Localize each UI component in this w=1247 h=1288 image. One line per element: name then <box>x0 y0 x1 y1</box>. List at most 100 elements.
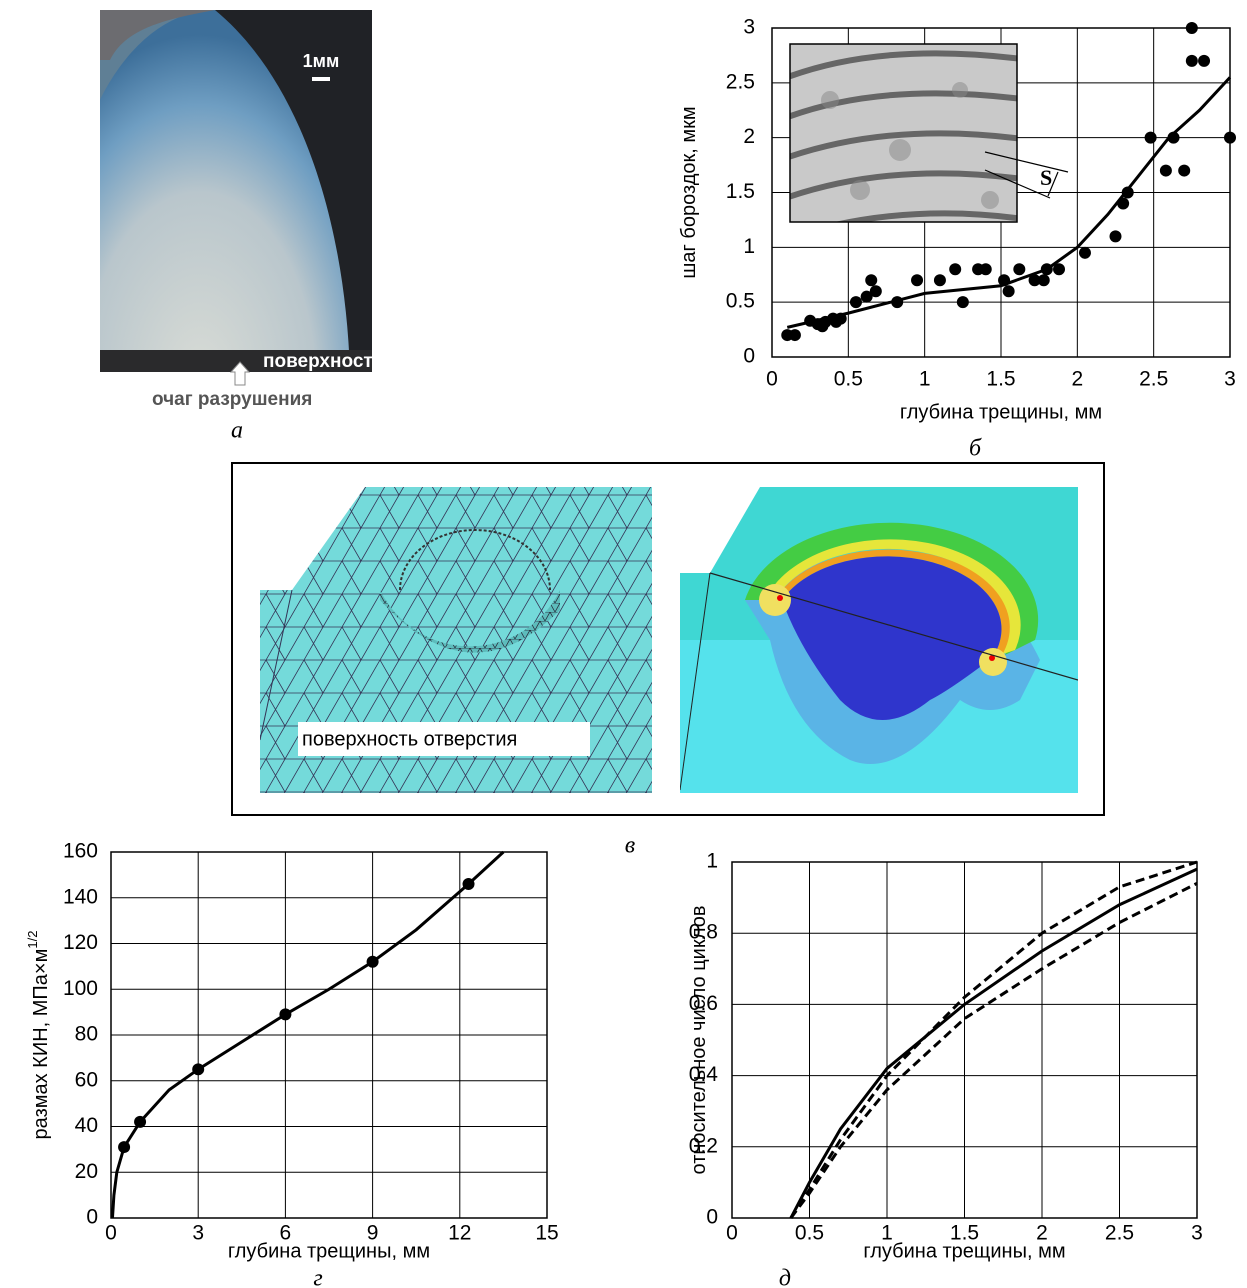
y-tick-label: 0 <box>706 1206 718 1229</box>
x-tick-label: 0.5 <box>795 1222 824 1245</box>
x-tick-label: 1 <box>919 368 931 391</box>
caption: в <box>625 833 635 859</box>
y-tick-label: 0.5 <box>726 290 755 313</box>
x-axis-title: глубина трещины, мм <box>900 401 1102 423</box>
line <box>789 860 1198 1219</box>
line <box>110 850 505 1219</box>
y-axis-title-text: шаг бороздок, мкм <box>678 106 700 278</box>
y-tick-label: 0.6 <box>689 992 718 1015</box>
point <box>1198 54 1211 67</box>
y-tick-label: 1.5 <box>726 180 755 203</box>
plot-frame <box>731 861 1198 1219</box>
label-box <box>298 722 590 756</box>
x-tick-label: 1 <box>881 1222 893 1245</box>
y-axis-title: шаг бороздок, мкм <box>678 106 700 278</box>
scale-label: 1мм <box>303 51 340 71</box>
y-axis-title-text: относительное число циклов <box>688 906 710 1175</box>
y-tick-label: 40 <box>75 1114 98 1137</box>
line <box>789 882 1198 1219</box>
inset-photo: S <box>789 43 1069 223</box>
y-axis-title: относительное число циклов <box>688 906 710 1175</box>
point <box>956 296 969 309</box>
point <box>911 274 924 287</box>
y-tick-label: 2.5 <box>726 70 755 93</box>
x-tick-label: 6 <box>280 1222 292 1245</box>
point <box>933 274 946 287</box>
point <box>134 1115 147 1128</box>
x-tick-label: 0.5 <box>834 368 863 391</box>
y-tick-label: 20 <box>75 1160 98 1183</box>
y-axis-title-sup: 1/2 <box>25 931 40 949</box>
point <box>1185 22 1198 34</box>
surface-label: поверхность отверстия <box>263 351 486 372</box>
y-tick-label: 1 <box>743 235 755 258</box>
point <box>1037 274 1050 287</box>
caption: а <box>231 418 243 444</box>
point <box>1002 285 1015 298</box>
fem-surface-label: поверхность отверстия <box>302 728 517 750</box>
x-tick-label: 0 <box>766 368 778 391</box>
point <box>118 1141 131 1154</box>
point <box>1185 54 1198 67</box>
arrow <box>229 361 251 386</box>
y-tick-label: 0 <box>86 1206 98 1229</box>
fem-contour <box>680 487 1078 793</box>
point <box>849 296 862 309</box>
x-tick-label: 2 <box>1071 368 1083 391</box>
caption: г <box>313 1266 322 1288</box>
point <box>1144 131 1157 144</box>
point <box>1013 263 1026 276</box>
y-axis-title: размах КИН, МПа×м1/2 <box>25 931 52 1140</box>
origin-label: очаг разрушения <box>152 389 312 410</box>
point <box>979 263 992 276</box>
y-tick-label: 0.2 <box>689 1134 718 1157</box>
point <box>949 263 962 276</box>
y-tick-label: 60 <box>75 1068 98 1091</box>
x-tick-label: 1.5 <box>950 1222 979 1245</box>
fem-frame <box>231 462 1105 816</box>
y-tick-label: 140 <box>63 885 98 908</box>
point <box>1109 230 1122 243</box>
x-tick-label: 0 <box>105 1222 117 1245</box>
x-tick-label: 3 <box>1191 1222 1203 1245</box>
x-tick-label: 2.5 <box>1139 368 1168 391</box>
point <box>279 1008 292 1021</box>
point <box>192 1063 205 1076</box>
x-tick-label: 3 <box>1224 368 1236 391</box>
fracture-photo <box>100 10 372 372</box>
y-axis-title-text: размах КИН, МПа×м <box>30 949 52 1140</box>
y-tick-label: 2 <box>743 125 755 148</box>
plot-frame <box>110 851 548 1219</box>
point <box>366 955 379 968</box>
x-tick-label: 1.5 <box>986 368 1015 391</box>
x-tick-label: 3 <box>192 1222 204 1245</box>
point <box>1028 274 1041 287</box>
point <box>1224 131 1236 144</box>
scale-bar <box>312 77 330 81</box>
y-tick-label: 100 <box>63 977 98 1000</box>
y-tick-label: 0.8 <box>689 921 718 944</box>
x-tick-label: 12 <box>448 1222 471 1245</box>
y-tick-label: 0.4 <box>689 1063 719 1086</box>
caption: д <box>779 1266 791 1288</box>
y-tick-label: 160 <box>63 840 98 863</box>
inset-label: S <box>1040 165 1052 190</box>
point <box>1159 164 1172 177</box>
y-tick-label: 80 <box>75 1023 98 1046</box>
y-tick-label: 3 <box>743 16 755 39</box>
y-tick-label: 1 <box>706 850 718 873</box>
point <box>1053 263 1066 276</box>
x-tick-label: 0 <box>726 1222 738 1245</box>
plot-frame <box>771 27 1231 358</box>
point <box>462 878 475 891</box>
x-axis-title: глубина трещины, мм <box>863 1240 1065 1262</box>
x-tick-label: 9 <box>367 1222 379 1245</box>
line <box>789 867 1198 1219</box>
point <box>1178 164 1191 177</box>
point <box>865 274 878 287</box>
line <box>786 76 1232 329</box>
caption: б <box>969 436 982 462</box>
x-tick-label: 2 <box>1036 1222 1048 1245</box>
x-tick-label: 2.5 <box>1105 1222 1134 1245</box>
